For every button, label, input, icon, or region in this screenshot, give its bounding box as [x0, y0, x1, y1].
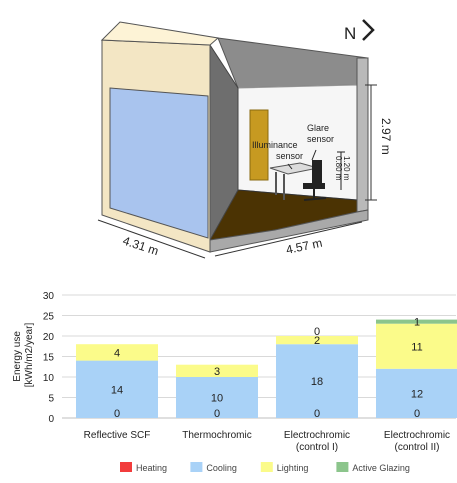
- bar-data-label: 0: [314, 326, 320, 338]
- bar-segment-cooling: [176, 377, 258, 418]
- bar-data-label: 3: [214, 366, 220, 378]
- bar-segment-lighting: [176, 364, 258, 377]
- bar-segment-active-glazing: [376, 319, 457, 324]
- bar-data-label: 0: [414, 408, 420, 420]
- y-tick-label: 25: [43, 312, 55, 323]
- y-tick-label: 15: [43, 353, 55, 364]
- y-tick-label: 5: [48, 394, 54, 405]
- bar-data-label: 11: [411, 341, 422, 353]
- x-axis-ticks: Reflective SCF Thermochromic Electrochromi…: [84, 430, 450, 453]
- bar-segment-lighting: [376, 323, 457, 369]
- width-label: 4.31 m: [121, 234, 160, 259]
- sensor-height-label-1: 1.20 m: [342, 156, 351, 181]
- room-illustration: N 2.97 m 4.31 m 4.57 m Glare sensor Illu…: [97, 19, 393, 259]
- door: [249, 109, 269, 181]
- bar-segment-cooling: [376, 368, 457, 418]
- illuminance-sensor-label: Illuminance sensor: [252, 140, 303, 161]
- legend-label: Cooling: [206, 463, 237, 473]
- window-glazing: [109, 87, 209, 239]
- chair-back: [312, 160, 322, 184]
- bar-segment-cooling: [276, 344, 358, 418]
- room-facade-top: [100, 21, 220, 46]
- y-tick-label: 30: [43, 291, 55, 302]
- legend-swatch: [336, 462, 349, 472]
- height-label: 2.97 m: [379, 118, 393, 155]
- glare-arrow: [311, 149, 317, 161]
- bar-data-label: 0: [214, 408, 220, 420]
- y-axis-label: Energy use [kWh/m2/year]: [12, 323, 35, 388]
- bar-data-label: 1: [414, 317, 420, 329]
- north-label: N: [344, 24, 356, 43]
- bar-data-label: 12: [411, 388, 423, 400]
- x-tick-label: Thermochromic: [182, 430, 251, 441]
- bar-data-label: 10: [211, 393, 223, 405]
- y-tick-label: 20: [43, 332, 55, 343]
- x-tick-label: Electrochromic (control II): [384, 430, 450, 453]
- chart-legend: Heating Cooling Lighting Active Glazing: [120, 462, 410, 473]
- legend-swatch: [190, 462, 203, 472]
- x-tick-label: Reflective SCF: [84, 430, 151, 441]
- y-axis-ticks: 0 5 10 15 20 25 30: [43, 291, 55, 425]
- x-tick-label: Electrochromic (control I): [284, 430, 350, 453]
- y-tick-label: 10: [43, 373, 55, 384]
- depth-dimension-line: [214, 221, 363, 257]
- bar-data-label: 4: [114, 347, 120, 359]
- bar-segment-lighting: [276, 336, 358, 345]
- chair-seat: [303, 183, 325, 189]
- y-tick-label: 0: [48, 414, 54, 425]
- north-arrow-icon: [362, 19, 375, 41]
- bar-data-label: 18: [311, 376, 323, 388]
- legend-swatch: [120, 462, 132, 472]
- legend-swatch: [260, 462, 273, 472]
- room-ceiling: [217, 37, 369, 89]
- bar-data-label: 14: [111, 384, 123, 396]
- bar-segment-lighting: [76, 344, 158, 361]
- illuminance-arrow: [287, 163, 293, 170]
- bar-data-label: 2: [314, 335, 320, 347]
- glare-sensor-label: Glare sensor: [307, 123, 334, 144]
- chair-base: [303, 197, 327, 201]
- legend-label: Lighting: [277, 463, 309, 473]
- width-dimension-line: [97, 219, 206, 259]
- legend-label: Active Glazing: [352, 463, 410, 473]
- bar-segment-cooling: [76, 360, 158, 418]
- room-right-wall: [356, 57, 369, 213]
- bar-data-label: 0: [314, 408, 320, 420]
- legend-label: Heating: [136, 463, 167, 473]
- bar-data-label: 0: [114, 408, 120, 420]
- sensor-height-label-2: 0.80 m: [334, 156, 343, 181]
